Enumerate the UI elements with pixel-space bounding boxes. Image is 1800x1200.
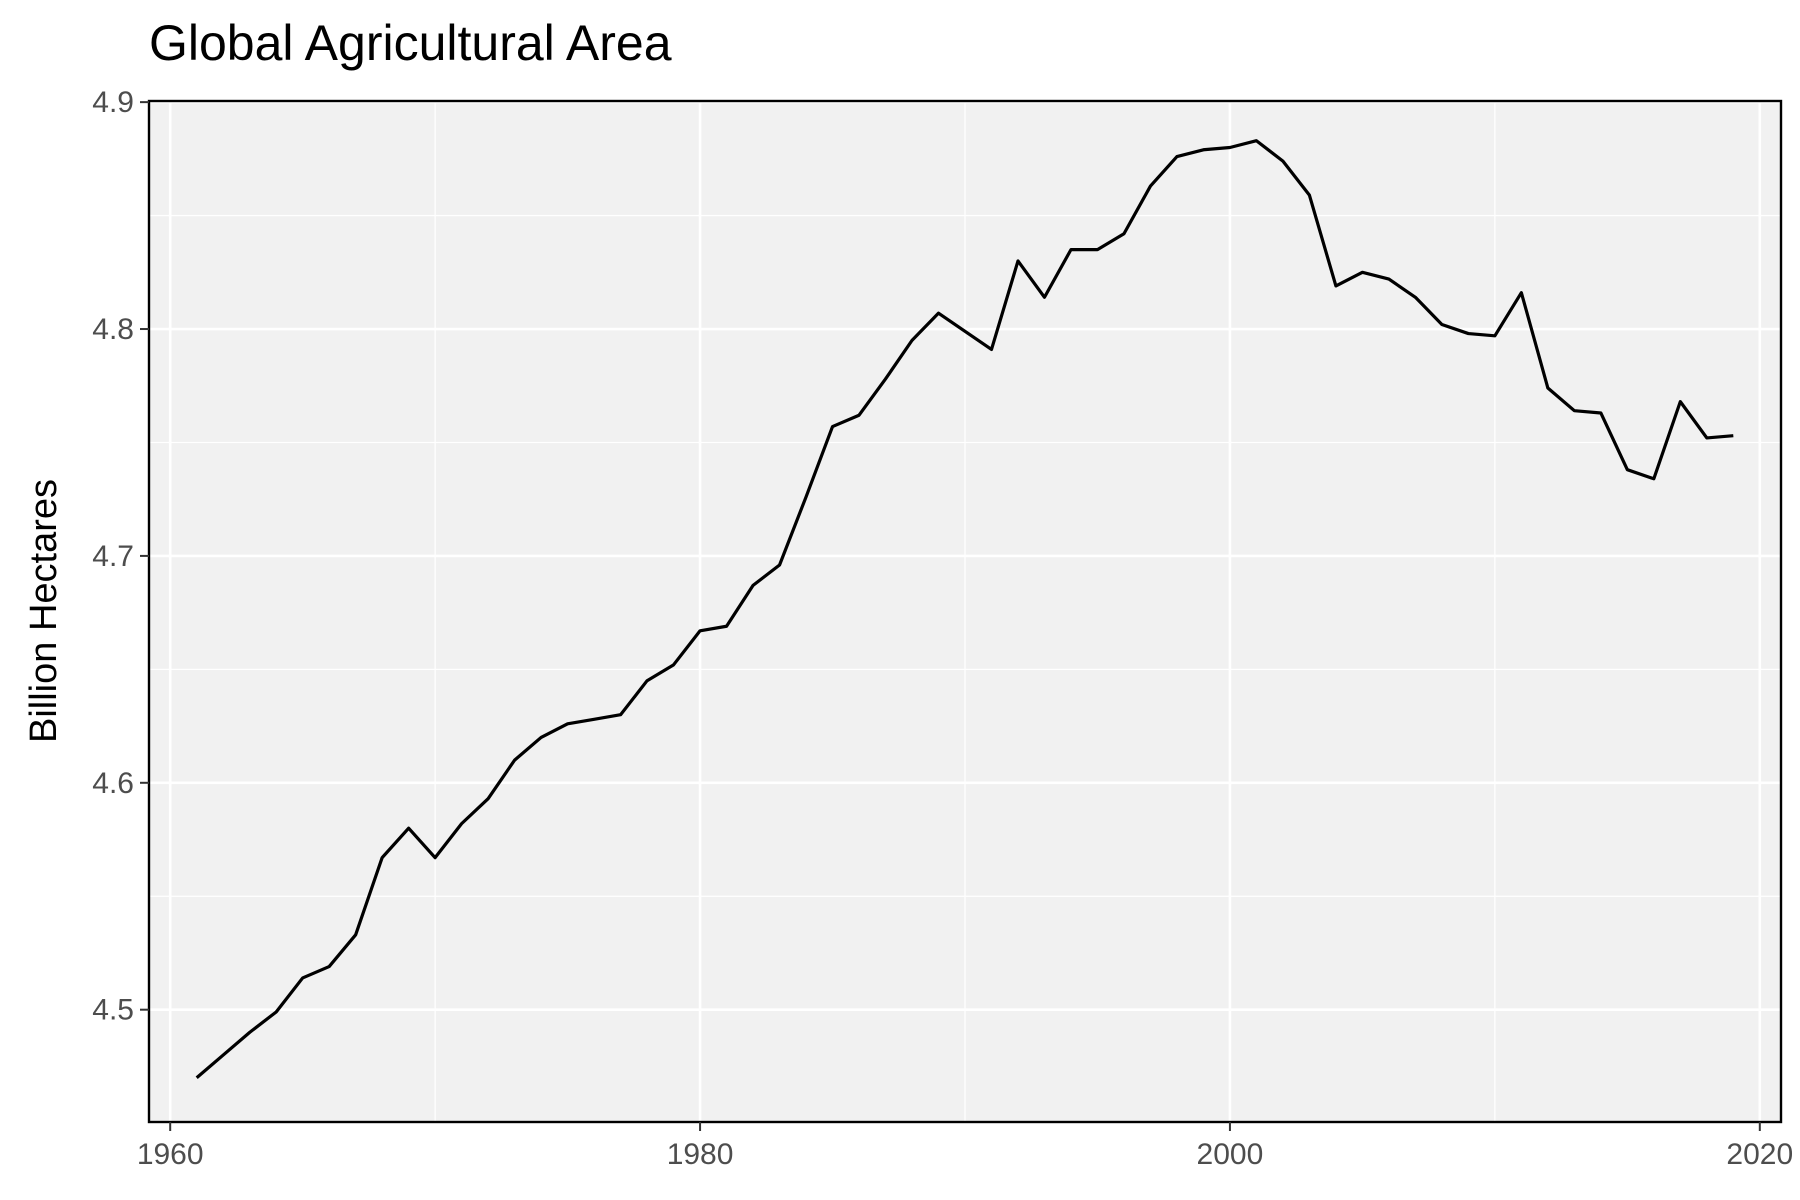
x-tick-label: 1980 (667, 1138, 734, 1171)
y-axis-title: Billion Hectares (23, 479, 65, 743)
series-line (195, 139, 1734, 1079)
y-axis: 4.5 4.6 4.7 4.8 4.9 (92, 86, 149, 1027)
y-tick-label: 4.5 (92, 994, 134, 1027)
x-tick-label: 2020 (1726, 1138, 1793, 1171)
y-tick-label: 4.7 (92, 540, 134, 573)
chart-title: Global Agricultural Area (149, 15, 672, 71)
y-tick-label: 4.9 (92, 86, 134, 119)
x-axis: 1960 1980 2000 2020 (137, 1122, 1793, 1171)
y-tick-label: 4.6 (92, 767, 134, 800)
x-tick-label: 1960 (137, 1138, 204, 1171)
y-tick-label: 4.8 (92, 313, 134, 346)
x-tick-label: 2000 (1197, 1138, 1264, 1171)
plot-border (147, 99, 1783, 1124)
minor-gridlines (149, 101, 1781, 1122)
